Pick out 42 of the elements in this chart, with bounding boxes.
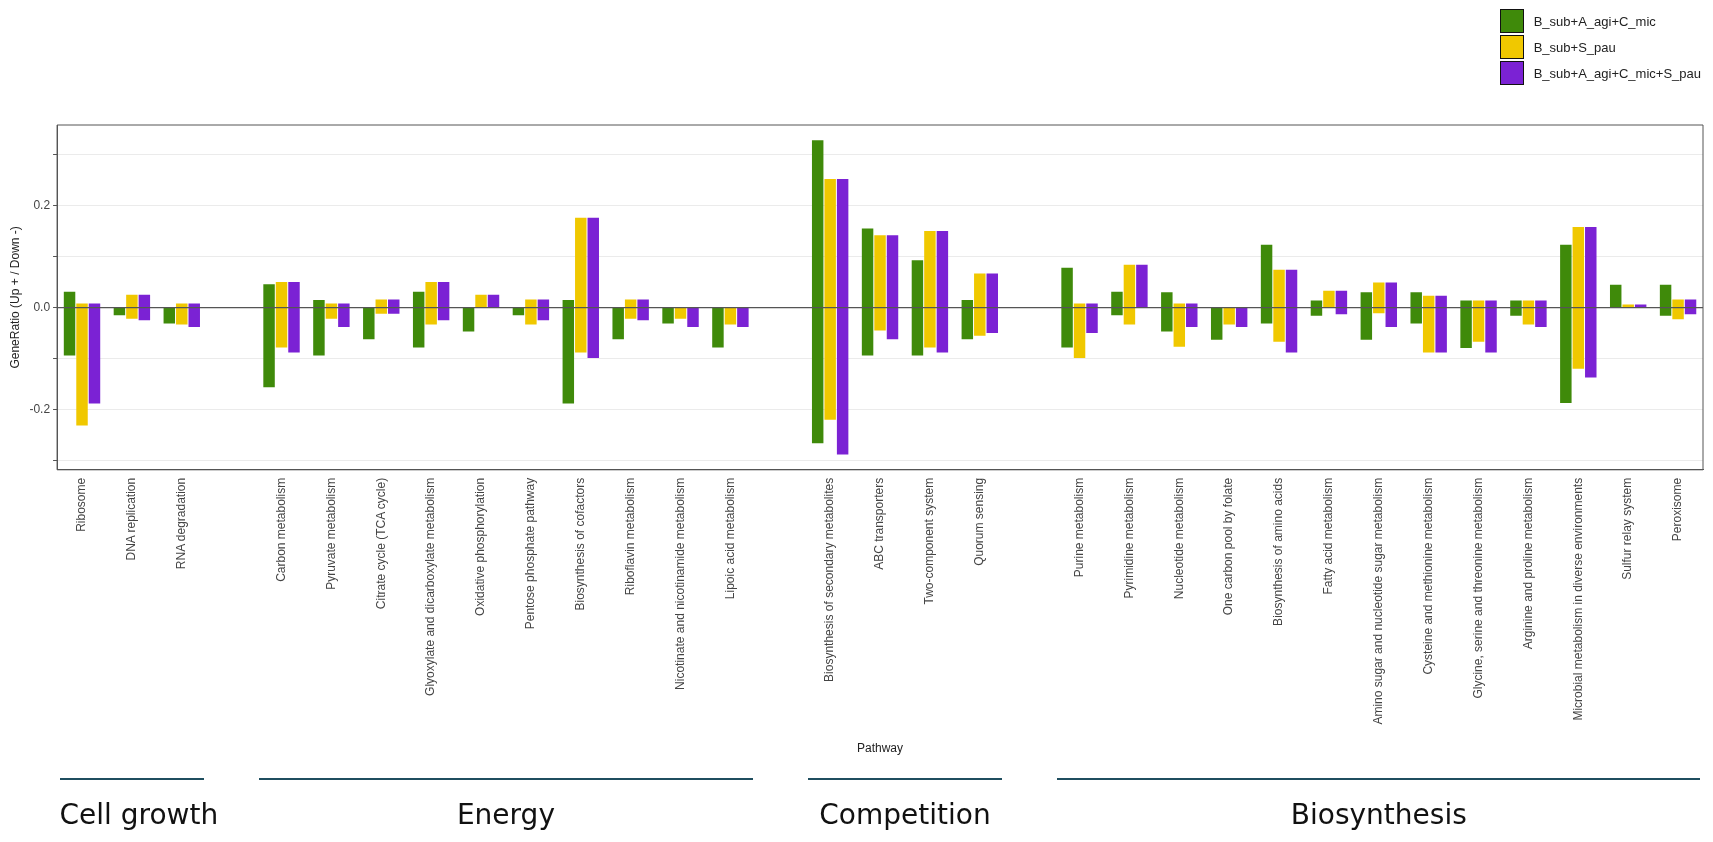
text: Cell growth — [59, 798, 219, 831]
x-tick-label: Two-component system — [922, 477, 937, 605]
y-axis-title: GeneRatio (Up + / Down -) — [7, 226, 22, 369]
x-tick-label: Glycine, serine and threonine metabolism — [1470, 477, 1485, 699]
x-tick-label: Biosynthesis of cofactors — [573, 477, 588, 611]
x-tick-label: RNA degradation — [174, 477, 189, 570]
x-tick-label: Sulfur relay system — [1620, 477, 1635, 580]
x-tick-label: Citrate cycle (TCA cycle) — [373, 477, 388, 610]
x-tick-label: Nucleotide metabolism — [1171, 477, 1186, 600]
x-tick-label: Cysteine and methionine metabolism — [1420, 477, 1435, 675]
x-axis-title: Pathway — [857, 741, 904, 756]
x-tick-label: Pentose phosphate pathway — [523, 477, 538, 630]
legend-label: B_sub+A_agi+C_mic+S_pau — [1533, 65, 1701, 81]
x-tick-label: Microbial metabolism in diverse environments — [1570, 477, 1585, 721]
x-tick-label: Pyruvate metabolism — [323, 477, 338, 590]
x-tick-label: Oxidative phosphorylation — [473, 477, 488, 616]
x-tick-label: Biosynthesis of secondary metabolites — [822, 477, 837, 682]
y-tick-label: 0.0 — [33, 299, 51, 314]
x-tick-label: ABC transporters — [872, 477, 887, 570]
x-tick-label: Peroxisome — [1670, 477, 1685, 542]
y-tick-label: -0.2 — [29, 401, 51, 416]
x-tick-label: Glyoxylate and dicarboxylate metabolism — [423, 477, 438, 696]
x-tick-label: Arginine and proline metabolism — [1520, 477, 1535, 650]
x-tick-label: Amino sugar and nucleotide sugar metabolism — [1371, 477, 1386, 725]
text: Competition — [818, 798, 992, 831]
x-tick-label: Nicotinate and nicotinamide metabolism — [672, 477, 687, 690]
x-tick-label: Carbon metabolism — [273, 477, 288, 582]
x-tick-label: Pyrimidine metabolism — [1121, 477, 1136, 599]
x-tick-label: Purine metabolism — [1071, 477, 1086, 578]
legend-label: B_sub+A_agi+C_mic — [1533, 13, 1656, 29]
x-tick-label: Lipoic acid metabolism — [722, 477, 737, 600]
x-tick-label: Biosynthesis of amino acids — [1271, 477, 1286, 626]
x-tick-label: One carbon pool by folate — [1221, 477, 1236, 616]
y-tick-label: 0.2 — [33, 197, 51, 212]
x-tick-label: DNA replication — [124, 477, 139, 561]
x-tick-label: Quorum sensing — [972, 477, 987, 566]
x-tick-label: Riboflavin metabolism — [622, 477, 637, 596]
x-tick-label: Ribosome — [74, 477, 89, 532]
text: Biosynthesis — [1289, 798, 1468, 831]
text: Energy — [455, 798, 556, 831]
legend-label: B_sub+S_pau — [1533, 39, 1616, 55]
x-tick-label: Fatty acid metabolism — [1321, 477, 1336, 595]
